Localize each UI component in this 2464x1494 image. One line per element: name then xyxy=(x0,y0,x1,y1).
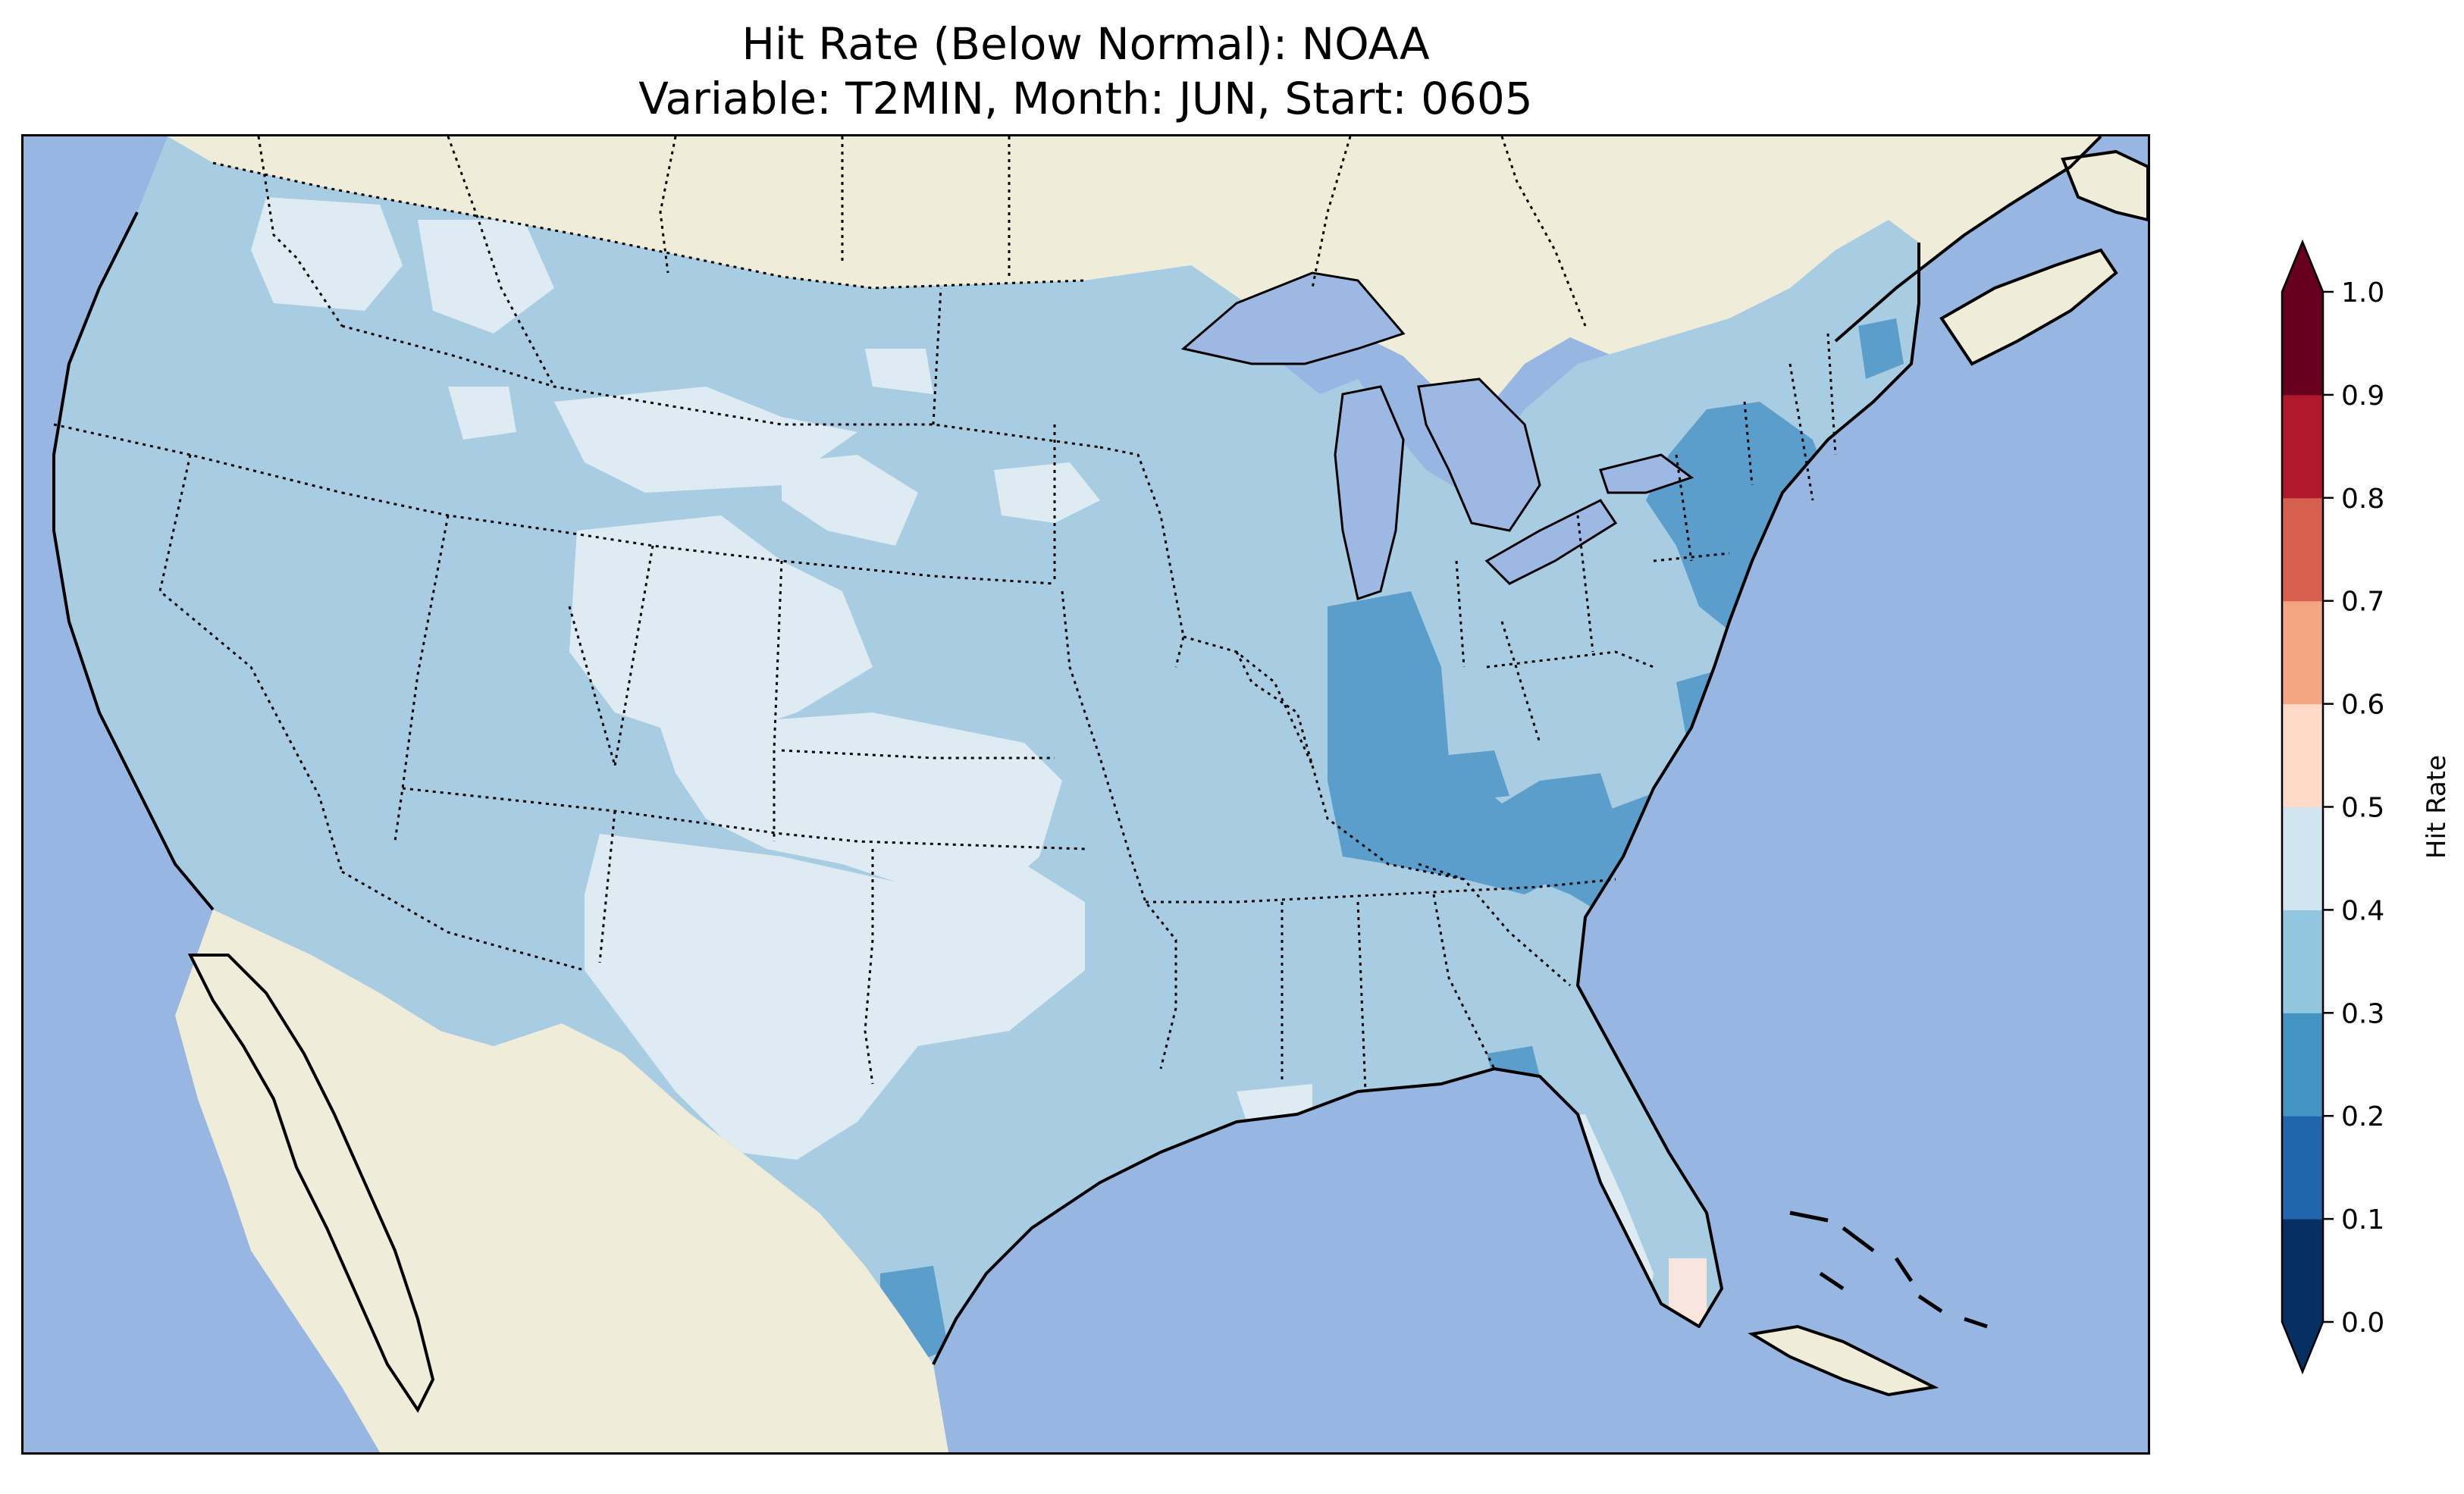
great-lakes xyxy=(1180,271,1694,600)
map-panel xyxy=(21,134,2150,1455)
state-borders xyxy=(53,136,1837,1092)
colorbar-extend-over xyxy=(2282,242,2323,292)
lake-huron xyxy=(1417,377,1541,532)
map-title: Hit Rate (Below Normal): NOAA Variable: … xyxy=(21,17,2150,126)
colorbar-bin xyxy=(2282,292,2323,396)
colorbar-bin xyxy=(2282,1013,2323,1117)
colorbar-bin xyxy=(2282,394,2323,499)
colorbar-tick-label: 0.5 xyxy=(2341,793,2384,824)
title-line-1: Hit Rate (Below Normal): NOAA xyxy=(741,18,1430,70)
colorbar-bin xyxy=(2282,703,2323,807)
colorbar-tick-label: 1.0 xyxy=(2341,277,2384,309)
colorbar-bin xyxy=(2282,497,2323,602)
colorbar-tick-label: 0.4 xyxy=(2341,895,2384,926)
maritimes-land xyxy=(1939,248,2118,366)
canada-land xyxy=(168,136,2101,436)
lake-erie xyxy=(1484,499,1618,585)
baja-land xyxy=(187,954,435,1413)
colorbar-extend-under xyxy=(2282,1322,2323,1372)
map-canvas xyxy=(24,136,2148,1452)
colorbar-tick-label: 0.8 xyxy=(2341,484,2384,515)
colorbar-bin xyxy=(2282,1219,2323,1323)
gulf-coast xyxy=(932,243,1920,1365)
title-line-2: Variable: T2MIN, Month: JUN, Start: 0605 xyxy=(638,73,1533,124)
west-coast xyxy=(52,211,215,911)
colorbar-tick-label: 0.2 xyxy=(2341,1101,2384,1132)
colorbar-bin xyxy=(2282,600,2323,705)
colorbar-tick-label: 0.3 xyxy=(2341,998,2384,1029)
colorbar-bin xyxy=(2282,1116,2323,1220)
colorbar-tick-label: 0.6 xyxy=(2341,690,2384,721)
coastlines xyxy=(52,136,2102,1365)
bahamas-islands xyxy=(1789,1211,1988,1329)
colorbar-tick-label: 0.7 xyxy=(2341,587,2384,618)
colorbar-tick-label: 0.1 xyxy=(2341,1204,2384,1236)
newfoundland-land xyxy=(2061,149,2148,222)
colorbar-tick-label: 0.9 xyxy=(2341,381,2384,412)
colorbar-bin xyxy=(2282,807,2323,910)
colorbar-tick-label: 0.0 xyxy=(2341,1308,2384,1339)
cuba-land xyxy=(1748,1324,1939,1397)
lake-michigan xyxy=(1334,385,1405,600)
lake-superior xyxy=(1180,271,1406,365)
lake-ontario xyxy=(1599,453,1694,494)
colorbar-label: Hit Rate xyxy=(2422,755,2452,859)
border-canada xyxy=(212,161,1086,290)
canada-coast xyxy=(1834,136,2102,343)
colorbar-bin xyxy=(2282,910,2323,1013)
field-light-regions xyxy=(251,197,1654,1319)
